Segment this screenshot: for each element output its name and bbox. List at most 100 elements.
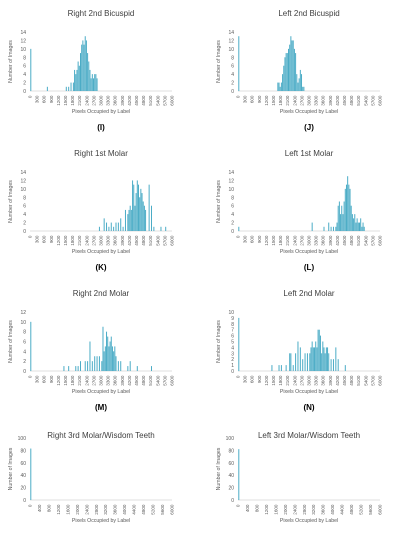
x-tick-label: 3200	[311, 504, 316, 515]
x-tick-label: 3000	[307, 375, 312, 386]
x-tick-label: 3600	[113, 95, 118, 106]
y-tick-label: 4	[231, 72, 234, 78]
bar	[72, 82, 74, 91]
y-tick-label: 40	[20, 473, 26, 479]
bar	[328, 222, 330, 231]
x-tick-label: 4800	[349, 504, 354, 515]
y-tick-label: 10	[228, 310, 234, 316]
x-tick-label: 3900	[328, 95, 333, 106]
y-axis-title: Number of Images	[8, 40, 14, 83]
chart-title: Left 2nd Molar	[283, 289, 334, 298]
bar	[30, 448, 32, 500]
x-tick-label: 300	[35, 95, 40, 103]
bar	[94, 356, 96, 371]
bar	[127, 214, 129, 231]
x-tick-label: 4500	[134, 235, 139, 246]
bar	[293, 48, 295, 91]
x-tick-label: 5400	[363, 375, 368, 386]
y-tick-label: 10	[20, 320, 26, 326]
x-tick-label: 1500	[63, 235, 68, 246]
bar	[137, 184, 139, 231]
bar	[360, 218, 362, 231]
bar	[330, 359, 332, 371]
x-tick-label: 1800	[70, 375, 75, 386]
x-tick-label: 2400	[292, 95, 297, 106]
x-tick-label: 3600	[113, 235, 118, 246]
panel-label: (K)	[95, 263, 106, 272]
bar	[91, 361, 93, 371]
x-tick-label: 6000	[170, 235, 175, 246]
bar	[30, 48, 32, 91]
panel-label: (I)	[97, 123, 105, 132]
y-tick-label: 12	[20, 38, 26, 44]
bar	[290, 353, 292, 371]
x-tick-label: 1200	[56, 235, 61, 246]
x-tick-label: 6000	[378, 504, 383, 515]
bar	[337, 205, 339, 231]
x-tick-label: 3000	[99, 95, 104, 106]
y-tick-label: 4	[231, 212, 234, 218]
x-tick-label: 3000	[307, 235, 312, 246]
x-tick-label: 300	[243, 235, 248, 243]
bar	[96, 356, 98, 371]
bar	[343, 201, 345, 231]
x-tick-label: 4200	[335, 375, 340, 386]
bar	[317, 329, 319, 371]
bar	[77, 61, 79, 91]
bar	[337, 359, 339, 371]
panel-label: (L)	[304, 263, 315, 272]
bar	[122, 226, 124, 231]
bar	[68, 86, 70, 91]
x-tick-label: 4500	[342, 375, 347, 386]
bar	[113, 351, 115, 371]
bar	[89, 341, 91, 371]
x-tick-label: 4800	[141, 504, 146, 515]
x-tick-label: 4800	[349, 235, 354, 246]
x-tick-label: 5100	[356, 235, 361, 246]
x-tick-label: 4400	[340, 504, 345, 515]
bar	[102, 326, 104, 371]
bar	[127, 366, 129, 371]
chart-title: Left 3rd Molar/Wisdom Teeth	[258, 431, 360, 440]
x-tick-label: 4800	[141, 235, 146, 246]
bar	[107, 336, 109, 371]
bar	[77, 366, 79, 371]
bar	[328, 353, 330, 371]
bar	[124, 209, 126, 231]
y-axis-title: Number of Images	[216, 180, 222, 223]
bar	[98, 356, 100, 371]
y-tick-label: 4	[23, 72, 26, 78]
bar	[357, 222, 359, 231]
x-tick-label: 1600	[273, 504, 278, 515]
x-axis-title: Pixels Occupied by Label	[280, 109, 338, 115]
y-tick-label: 14	[228, 170, 234, 176]
y-tick-label: 10	[228, 47, 234, 53]
bar	[81, 44, 83, 91]
x-tick-label: 0	[236, 375, 241, 378]
x-tick-label: 3900	[120, 95, 125, 106]
x-tick-label: 4800	[349, 95, 354, 106]
x-tick-label: 1500	[271, 375, 276, 386]
bar	[74, 69, 76, 91]
bar	[117, 361, 119, 371]
chart-title: Right 2nd Bicuspid	[68, 9, 135, 18]
x-tick-label: 5100	[148, 375, 153, 386]
bar	[134, 205, 136, 231]
y-tick-label: 12	[20, 178, 26, 184]
y-tick-label: 6	[231, 204, 234, 210]
x-tick-label: 5400	[155, 375, 160, 386]
x-tick-label: 2700	[91, 95, 96, 106]
bar	[291, 40, 293, 91]
y-tick-label: 12	[20, 310, 26, 316]
bar	[278, 365, 280, 371]
bar	[289, 44, 291, 91]
x-tick-label: 800	[254, 504, 259, 512]
bar	[113, 226, 115, 231]
bar	[83, 44, 85, 91]
x-axis-title: Pixels Occupied by Label	[72, 389, 130, 395]
bar	[46, 86, 48, 91]
bar	[80, 361, 81, 371]
y-tick-label: 4	[231, 345, 234, 351]
